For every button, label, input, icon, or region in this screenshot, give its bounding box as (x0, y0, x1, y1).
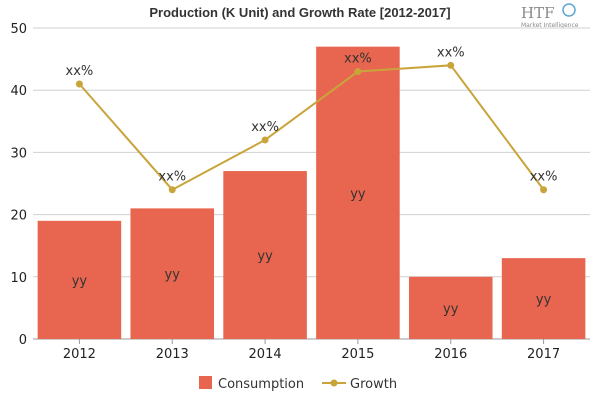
growth-point (168, 186, 176, 194)
bar-data-label: yy (443, 302, 459, 317)
bar (223, 171, 307, 339)
logo: HTF Market Intelligence (521, 3, 579, 29)
growth-data-label: xx% (251, 120, 279, 135)
chart-title: Production (K Unit) and Growth Rate [201… (149, 5, 450, 20)
bar (501, 258, 586, 339)
bar (408, 276, 493, 339)
growth-point (447, 61, 455, 69)
bar (316, 46, 400, 339)
logo-text: HTF (521, 4, 555, 22)
legend-label-growth: Growth (350, 377, 397, 392)
y-tick-label: 0 (19, 333, 27, 348)
bar-series: yy yy yy yy yy yy (37, 46, 586, 339)
growth-point (540, 186, 548, 194)
x-tick-label: 2012 (63, 347, 96, 362)
x-tick-label: 2014 (249, 347, 282, 362)
growth-data-label: xx% (158, 170, 186, 185)
growth-data-label: xx% (437, 45, 465, 60)
x-tick-label: 2015 (341, 347, 374, 362)
line-series: xx% xx% xx% xx% xx% xx% (66, 45, 558, 194)
y-tick-label: 40 (10, 84, 27, 99)
bar (37, 220, 122, 339)
x-tick-label: 2013 (156, 347, 189, 362)
bar (130, 208, 215, 339)
growth-data-label: xx% (66, 64, 94, 79)
y-tick-label: 20 (10, 209, 27, 224)
growth-point (261, 136, 269, 144)
bar-data-label: yy (350, 187, 366, 202)
legend-swatch-consumption (199, 376, 212, 389)
globe-icon (562, 3, 576, 17)
x-tick-label: 2016 (434, 347, 467, 362)
x-axis-ticks: 2012 2013 2014 2015 2016 2017 (63, 339, 560, 362)
bar-data-label: yy (72, 274, 88, 289)
growth-point (75, 80, 83, 88)
growth-point (354, 68, 362, 76)
growth-line (78, 64, 545, 191)
legend-label-consumption: Consumption (218, 377, 304, 392)
legend-swatch-growth-marker (330, 379, 338, 387)
bar-data-label: yy (536, 293, 552, 308)
gridlines (33, 27, 590, 340)
growth-data-label: xx% (530, 170, 558, 185)
bar-data-label: yy (257, 249, 273, 264)
y-tick-label: 50 (10, 22, 27, 37)
bar-data-label: yy (165, 268, 181, 283)
logo-subtitle: Market Intelligence (521, 22, 579, 29)
growth-data-label: xx% (344, 52, 372, 67)
x-tick-label: 2017 (527, 347, 560, 362)
y-tick-label: 30 (10, 146, 27, 161)
y-axis-ticks: 0 10 20 30 40 50 (10, 22, 27, 348)
legend: Consumption Growth (199, 376, 397, 392)
y-tick-label: 10 (10, 271, 27, 286)
